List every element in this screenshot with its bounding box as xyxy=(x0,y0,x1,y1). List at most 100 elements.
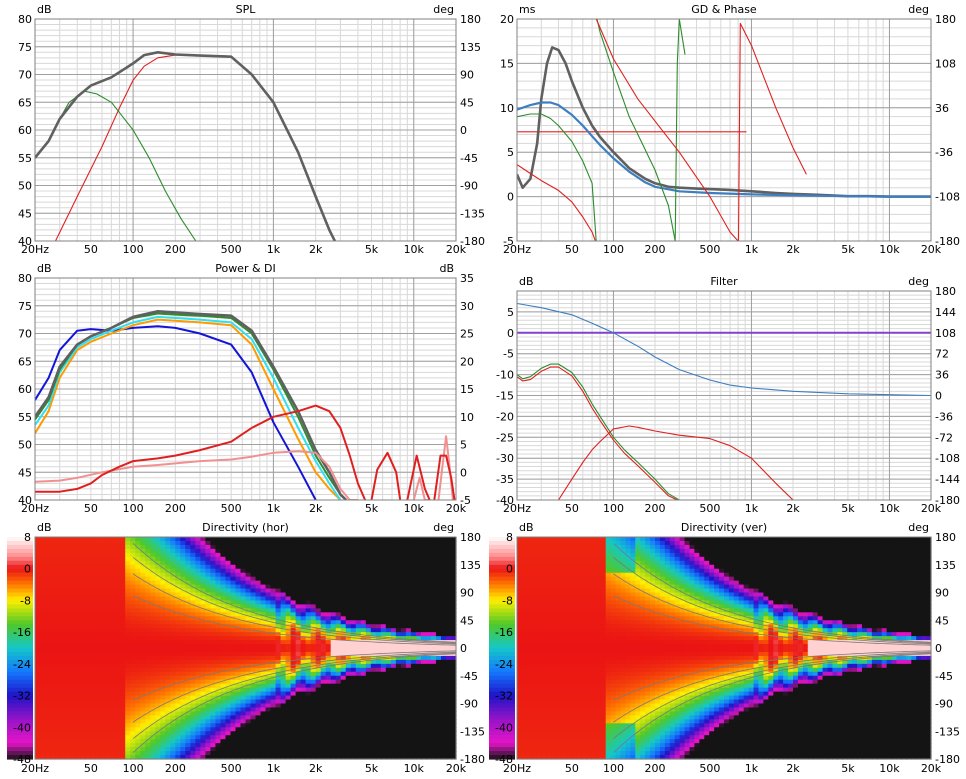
heat-cell xyxy=(145,612,151,617)
heat-cell xyxy=(140,580,146,586)
heat-cell xyxy=(95,707,101,713)
heat-cell xyxy=(220,572,227,578)
heat-cell xyxy=(385,691,392,697)
heat-cell xyxy=(330,576,337,582)
series-group xyxy=(517,19,931,241)
heat-cell xyxy=(420,537,427,542)
heat-cell xyxy=(295,719,302,724)
heat-cell xyxy=(355,667,362,673)
heat-cell xyxy=(330,612,337,617)
heat-cell xyxy=(295,560,302,566)
heat-cell xyxy=(275,560,282,566)
heat-cell xyxy=(435,628,442,633)
heat-cell xyxy=(320,648,327,653)
heat-cell xyxy=(195,755,201,760)
heat-cell xyxy=(95,537,101,542)
heat-cell xyxy=(385,584,392,590)
heat-cell xyxy=(385,723,392,728)
heat-cell xyxy=(65,703,71,709)
heat-cell xyxy=(430,620,437,625)
heat-cell xyxy=(90,679,96,685)
heat-cell xyxy=(230,540,237,546)
heat-cell xyxy=(380,755,387,760)
heat-cell xyxy=(165,719,171,724)
heat-cell xyxy=(185,616,191,621)
heat-cell xyxy=(245,703,252,709)
heat-cell xyxy=(255,628,262,633)
heat-cell xyxy=(80,675,86,681)
heat-cell xyxy=(55,580,61,586)
heat-cell xyxy=(165,608,171,613)
heat-cell xyxy=(125,663,131,669)
heat-cell xyxy=(410,644,417,649)
y2-tick-label: 108 xyxy=(935,57,956,70)
heat-cell xyxy=(50,659,56,665)
heat-cell xyxy=(90,671,96,677)
heat-cell xyxy=(390,695,397,701)
heat-cell xyxy=(135,751,141,756)
heat-cell xyxy=(155,695,161,701)
heat-cell xyxy=(200,552,206,558)
heat-cell xyxy=(300,588,307,594)
heat-cell xyxy=(360,691,367,697)
heat-cell xyxy=(235,691,242,697)
heat-cell xyxy=(390,723,397,728)
heat-cell xyxy=(415,743,422,748)
heat-cell xyxy=(310,644,317,649)
heat-cell xyxy=(240,719,247,724)
heat-cell xyxy=(190,564,196,570)
heat-cell xyxy=(435,707,442,713)
heat-cell xyxy=(385,600,392,605)
x-tick-label: 20k xyxy=(921,243,942,256)
heat-cell xyxy=(90,663,96,669)
heat-cell xyxy=(200,544,206,550)
chart-title: Filter xyxy=(710,275,738,288)
heat-cell xyxy=(40,715,46,720)
heat-cell xyxy=(85,580,91,586)
heat-cell xyxy=(370,580,377,586)
heat-cell xyxy=(305,544,312,550)
heat-cell xyxy=(50,731,56,736)
heat-cell xyxy=(85,556,91,562)
heat-cell xyxy=(220,655,227,661)
heat-cell xyxy=(140,537,146,542)
heat-cell xyxy=(370,711,377,716)
heat-cell xyxy=(215,544,222,550)
heat-cell xyxy=(135,739,141,744)
heat-cell xyxy=(250,540,257,546)
heat-cell xyxy=(160,564,166,570)
heat-cell xyxy=(435,616,442,621)
heat-cell xyxy=(135,592,141,598)
heat-cell xyxy=(125,540,131,546)
heat-cell xyxy=(65,584,71,590)
heat-cell xyxy=(55,620,61,625)
heat-cell xyxy=(390,560,397,566)
heat-cell xyxy=(280,544,287,550)
heat-cell xyxy=(45,564,51,570)
heat-cell xyxy=(245,675,252,681)
heat-cell xyxy=(375,727,382,732)
heat-cell xyxy=(90,691,96,697)
heat-cell xyxy=(130,608,136,613)
heat-cell xyxy=(400,616,407,621)
heat-cell xyxy=(320,679,327,685)
heat-cell xyxy=(430,584,437,590)
heat-cell xyxy=(405,739,412,744)
heat-cell xyxy=(140,624,146,629)
heat-cell xyxy=(80,691,86,697)
heat-cell xyxy=(310,612,317,617)
heat-cell xyxy=(385,715,392,720)
heat-cell xyxy=(430,715,437,720)
heat-cell xyxy=(45,727,51,732)
heat-cell xyxy=(215,584,222,590)
heat-cell xyxy=(350,592,357,598)
heat-cell xyxy=(215,648,222,653)
heat-cell xyxy=(285,715,292,720)
heat-cell xyxy=(125,651,131,657)
heat-cell xyxy=(390,747,397,752)
heat-cell xyxy=(110,564,116,570)
heat-cell xyxy=(70,556,76,562)
heat-cell xyxy=(295,739,302,744)
heat-cell xyxy=(35,739,41,744)
x-tick-label: 10k xyxy=(404,243,425,256)
